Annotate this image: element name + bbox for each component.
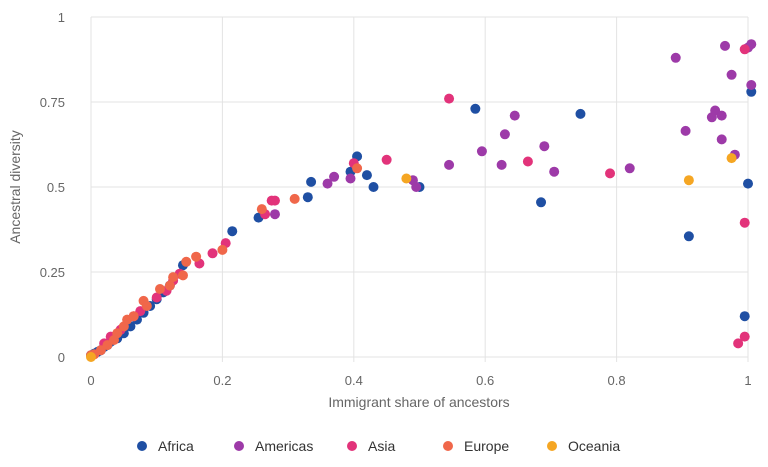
- data-point-asia[interactable]: [269, 195, 280, 206]
- data-point-europe[interactable]: [141, 301, 152, 311]
- x-tick-label: 0.6: [476, 373, 494, 388]
- data-point-americas[interactable]: [329, 171, 340, 182]
- legend[interactable]: Africa Americas Asia Europe Oceania: [137, 438, 620, 454]
- legend-label-europe: Europe: [464, 438, 509, 454]
- legend-marker-asia: [347, 441, 357, 451]
- data-point-americas[interactable]: [509, 110, 520, 121]
- series-asia: [99, 44, 750, 349]
- data-point-oceania[interactable]: [683, 175, 694, 186]
- x-axis-title: Immigrant share of ancestors: [328, 394, 509, 410]
- data-point-africa[interactable]: [683, 231, 694, 242]
- data-point-asia[interactable]: [739, 331, 750, 342]
- data-point-americas[interactable]: [539, 141, 550, 152]
- data-point-americas[interactable]: [269, 209, 280, 220]
- data-point-asia[interactable]: [733, 338, 744, 349]
- data-point-europe[interactable]: [154, 284, 165, 294]
- data-point-europe[interactable]: [177, 270, 188, 281]
- x-tick-label: 0.2: [213, 373, 231, 388]
- series-oceania: [86, 153, 737, 362]
- legend-marker-africa: [137, 441, 147, 451]
- legend-item-asia[interactable]: Asia: [347, 438, 395, 454]
- y-tick-label: 0.75: [40, 95, 65, 110]
- data-point-americas[interactable]: [680, 125, 691, 136]
- data-point-americas[interactable]: [716, 110, 727, 121]
- data-point-europe[interactable]: [164, 280, 175, 291]
- data-point-europe[interactable]: [181, 256, 192, 267]
- y-axis-title: Ancestral diversity: [7, 130, 23, 244]
- y-tick-label: 0.25: [40, 265, 65, 280]
- data-point-oceania[interactable]: [401, 173, 412, 184]
- data-point-europe[interactable]: [112, 328, 123, 339]
- data-point-americas[interactable]: [624, 163, 635, 174]
- series-africa: [86, 86, 757, 361]
- data-point-asia[interactable]: [739, 44, 750, 55]
- data-point-oceania[interactable]: [726, 153, 737, 164]
- data-point-africa[interactable]: [306, 176, 317, 187]
- data-point-americas[interactable]: [670, 52, 681, 63]
- data-point-africa[interactable]: [302, 192, 313, 203]
- legend-label-americas: Americas: [255, 438, 313, 454]
- data-point-asia[interactable]: [207, 248, 218, 259]
- legend-item-europe[interactable]: Europe: [443, 438, 509, 454]
- x-tick-label: 0.4: [345, 373, 363, 388]
- data-point-europe[interactable]: [256, 204, 267, 215]
- data-point-europe[interactable]: [217, 244, 228, 255]
- data-point-americas[interactable]: [345, 173, 356, 184]
- data-points: [86, 39, 757, 362]
- data-point-asia[interactable]: [522, 156, 533, 167]
- data-point-europe[interactable]: [289, 193, 300, 204]
- legend-marker-europe: [443, 441, 453, 451]
- legend-marker-americas: [234, 441, 244, 451]
- x-tick-label: 1: [744, 373, 751, 388]
- data-point-asia[interactable]: [151, 292, 162, 303]
- data-point-americas[interactable]: [322, 178, 333, 189]
- data-point-asia[interactable]: [381, 154, 392, 165]
- legend-label-africa: Africa: [158, 438, 194, 454]
- series-americas: [269, 39, 757, 220]
- data-point-oceania[interactable]: [86, 352, 96, 362]
- data-point-americas[interactable]: [726, 69, 737, 80]
- x-tick-label: 0.8: [608, 373, 626, 388]
- data-point-africa[interactable]: [575, 108, 586, 119]
- data-point-asia[interactable]: [444, 93, 455, 104]
- data-point-americas[interactable]: [716, 134, 727, 145]
- data-point-asia[interactable]: [739, 217, 750, 228]
- legend-label-oceania: Oceania: [568, 438, 620, 454]
- y-tick-label: 0: [58, 350, 65, 365]
- legend-item-oceania[interactable]: Oceania: [547, 438, 620, 454]
- data-point-americas[interactable]: [720, 40, 731, 51]
- data-point-europe[interactable]: [168, 272, 179, 283]
- data-point-europe[interactable]: [128, 311, 139, 322]
- data-point-americas[interactable]: [444, 159, 455, 170]
- data-point-africa[interactable]: [743, 178, 753, 189]
- tick-labels: 0 0.2 0.4 0.6 0.8 1 0 0.25 0.5 0.75 1: [40, 10, 752, 388]
- data-point-asia[interactable]: [605, 168, 616, 179]
- data-point-americas[interactable]: [476, 146, 487, 157]
- data-point-africa[interactable]: [739, 311, 750, 322]
- legend-label-asia: Asia: [368, 438, 395, 454]
- data-point-africa[interactable]: [361, 170, 372, 181]
- data-point-americas[interactable]: [496, 159, 507, 170]
- data-point-africa[interactable]: [227, 226, 238, 237]
- data-point-americas[interactable]: [499, 129, 510, 140]
- y-tick-label: 1: [58, 10, 65, 25]
- data-point-africa[interactable]: [536, 197, 547, 208]
- data-point-americas[interactable]: [746, 80, 757, 90]
- data-point-europe[interactable]: [352, 163, 363, 174]
- x-tick-label: 0: [87, 373, 94, 388]
- data-point-africa[interactable]: [470, 103, 481, 114]
- legend-item-americas[interactable]: Americas: [234, 438, 313, 454]
- data-point-europe[interactable]: [191, 251, 202, 262]
- data-point-africa[interactable]: [368, 182, 379, 192]
- data-point-americas[interactable]: [411, 182, 422, 192]
- data-point-americas[interactable]: [549, 166, 560, 177]
- legend-marker-oceania: [547, 441, 557, 451]
- y-tick-label: 0.5: [47, 180, 65, 195]
- legend-item-africa[interactable]: Africa: [137, 438, 194, 454]
